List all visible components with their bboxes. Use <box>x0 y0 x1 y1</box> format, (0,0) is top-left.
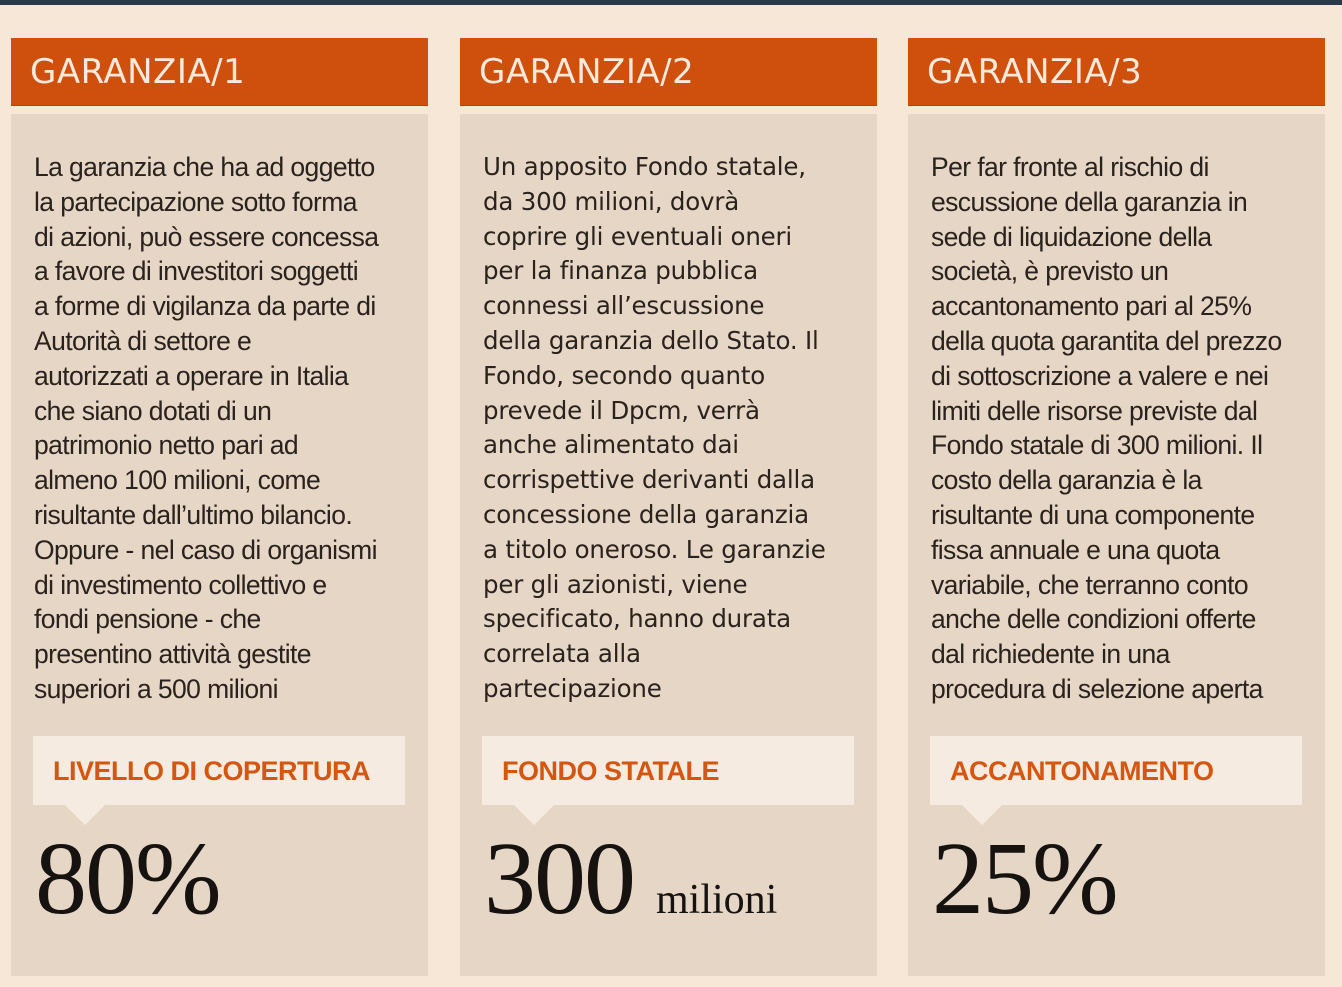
callout-box: ACCANTONAMENTO <box>930 736 1302 825</box>
value-number: 300 <box>484 821 636 936</box>
top-rule <box>0 0 1342 5</box>
column-title: GARANZIA/2 <box>479 51 695 92</box>
column-header: GARANZIA/1 <box>11 38 428 106</box>
column-body-text: Per far fronte al rischio di escussione … <box>931 152 1282 704</box>
column-body-text: La garanzia che ha ad oggetto la parteci… <box>34 152 379 704</box>
callout-label: ACCANTONAMENTO <box>950 756 1214 786</box>
value-number: 25% <box>932 821 1119 936</box>
value-number: 80% <box>35 821 222 936</box>
column-body-text: Un apposito Fondo statale, da 300 milion… <box>483 152 826 703</box>
highlight-value: 25% <box>932 821 1119 936</box>
value-unit: milioni <box>656 877 778 923</box>
column-garanzia-3: GARANZIA/3 Per far fronte al rischio di … <box>908 38 1325 976</box>
highlight-value: 300 milioni <box>484 824 777 955</box>
callout-box: FONDO STATALE <box>482 736 854 825</box>
column-garanzia-1: GARANZIA/1 La garanzia che ha ad oggetto… <box>11 38 428 976</box>
column-garanzia-2: GARANZIA/2 Un apposito Fondo statale, da… <box>460 38 877 976</box>
column-panel: Un apposito Fondo statale, da 300 milion… <box>460 114 877 976</box>
column-title: GARANZIA/3 <box>927 51 1143 92</box>
column-panel: La garanzia che ha ad oggetto la parteci… <box>11 114 428 976</box>
column-header: GARANZIA/3 <box>908 38 1325 106</box>
column-header: GARANZIA/2 <box>460 38 877 106</box>
callout-label: FONDO STATALE <box>502 756 719 786</box>
column-title: GARANZIA/1 <box>30 51 246 92</box>
callout-label: LIVELLO DI COPERTURA <box>53 756 371 786</box>
column-panel: Per far fronte al rischio di escussione … <box>908 114 1325 976</box>
callout-box: LIVELLO DI COPERTURA <box>33 736 405 825</box>
highlight-value: 80% <box>35 821 222 936</box>
